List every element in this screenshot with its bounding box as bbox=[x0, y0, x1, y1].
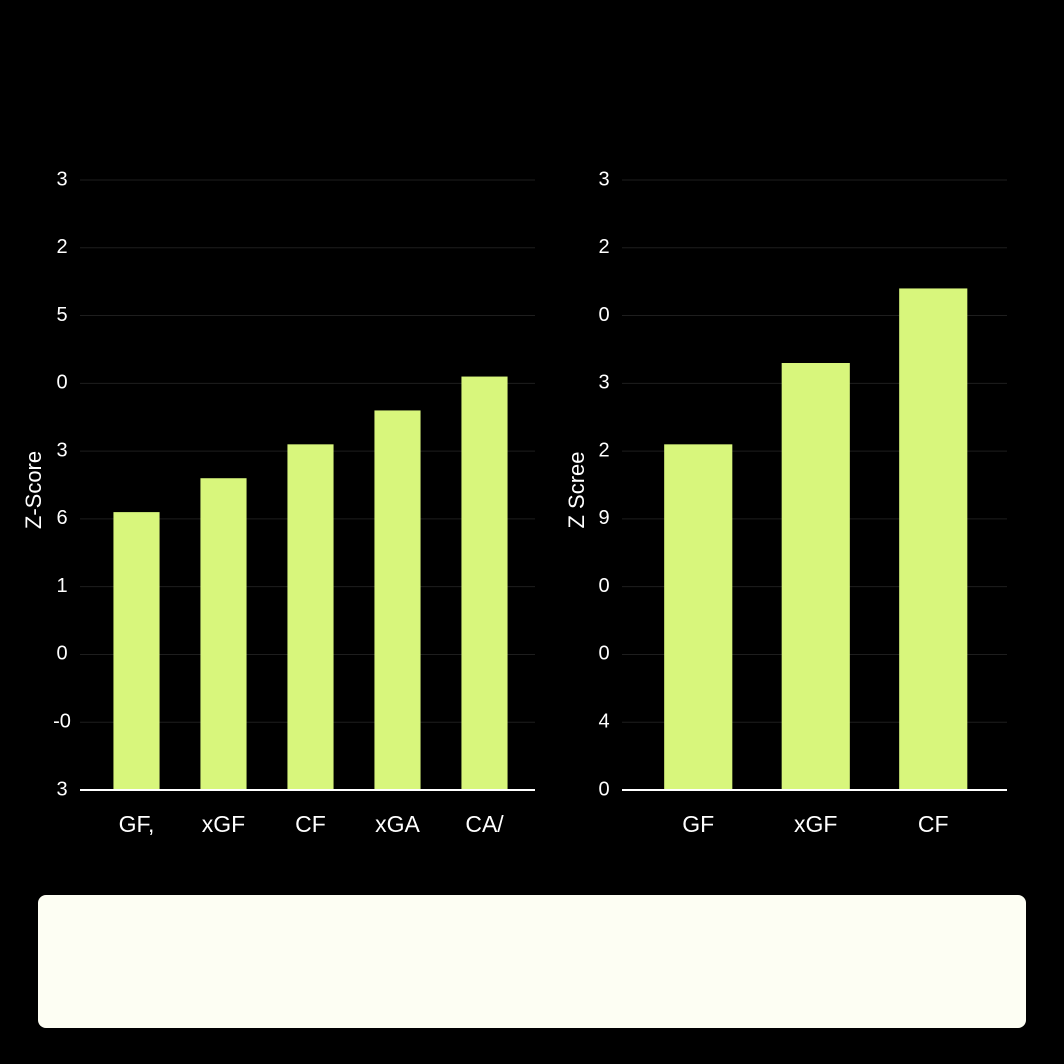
y-tick-label: 6 bbox=[56, 507, 67, 529]
x-tick-label: GF bbox=[682, 811, 714, 837]
bar bbox=[461, 376, 508, 790]
y-tick-label: 1 bbox=[56, 575, 67, 597]
y-tick-label: 3 bbox=[56, 778, 67, 800]
y-tick-label: 0 bbox=[56, 372, 67, 394]
y-axis-label: Z-Score bbox=[21, 451, 46, 529]
x-tick-label: CF bbox=[295, 811, 326, 837]
y-tick-label: 2 bbox=[56, 236, 67, 258]
bar bbox=[781, 363, 850, 790]
y-tick-label: 0 bbox=[598, 643, 609, 665]
y-tick-label: 0 bbox=[598, 575, 609, 597]
bar bbox=[287, 444, 334, 790]
y-tick-label: 0 bbox=[56, 643, 67, 665]
y-tick-label: 3 bbox=[598, 168, 609, 190]
bar bbox=[899, 288, 968, 790]
y-tick-label: 3 bbox=[598, 372, 609, 394]
y-tick-label: 4 bbox=[598, 711, 609, 733]
y-tick-label: 3 bbox=[56, 439, 67, 461]
x-tick-label: xGA bbox=[375, 811, 420, 837]
y-tick-label: 2 bbox=[598, 439, 609, 461]
x-tick-label: xGF bbox=[794, 811, 837, 837]
x-tick-label: CA/ bbox=[465, 811, 504, 837]
y-tick-label: 2 bbox=[598, 236, 609, 258]
y-tick-label: 0 bbox=[598, 778, 609, 800]
x-tick-label: CF bbox=[918, 811, 949, 837]
y-tick-label: -0 bbox=[53, 711, 71, 733]
bar bbox=[664, 444, 733, 790]
bottom-panel bbox=[38, 895, 1026, 1028]
x-tick-label: xGF bbox=[202, 811, 245, 837]
y-tick-label: 9 bbox=[598, 507, 609, 529]
y-tick-label: 3 bbox=[56, 168, 67, 190]
x-tick-label: GF, bbox=[119, 811, 155, 837]
bar bbox=[113, 512, 160, 790]
bar bbox=[374, 410, 421, 790]
y-tick-label: 5 bbox=[56, 304, 67, 326]
y-tick-label: 0 bbox=[598, 304, 609, 326]
y-axis-label: Z Scree bbox=[564, 451, 589, 528]
bar bbox=[200, 478, 247, 790]
